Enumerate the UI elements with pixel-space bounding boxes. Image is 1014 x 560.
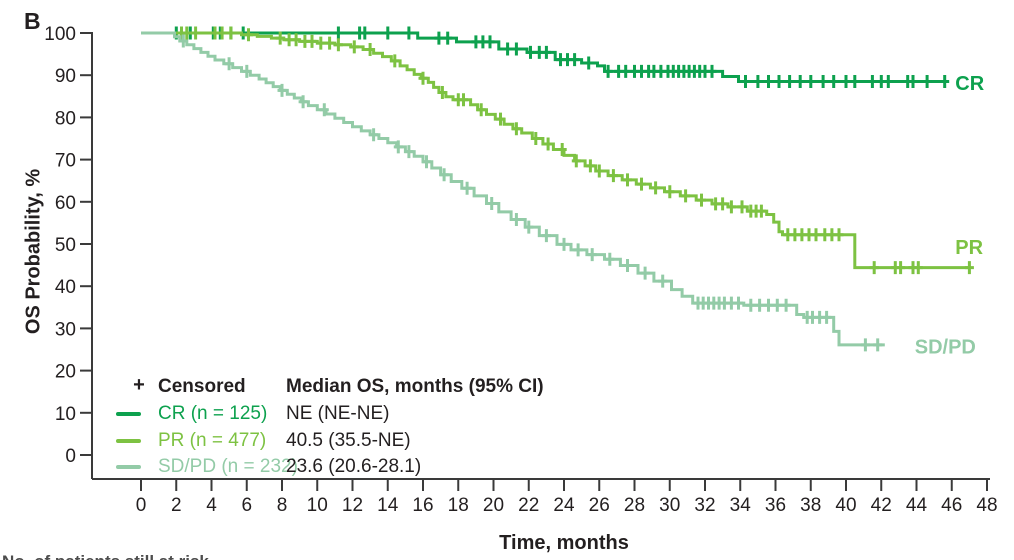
- y-tick-label: 0: [65, 446, 76, 467]
- x-tick-label: 4: [206, 495, 217, 516]
- x-tick-label: 38: [800, 495, 821, 516]
- x-tick-label: 36: [765, 495, 786, 516]
- km-curve-pr: [141, 31, 970, 270]
- curve-label-cr: CR: [955, 73, 984, 95]
- legend-swatch-cr: [116, 412, 141, 416]
- x-tick-label: 14: [377, 495, 399, 516]
- censor-marks-sdpd: [178, 34, 883, 352]
- y-tick-label: 10: [55, 404, 76, 425]
- x-tick-label: 40: [835, 495, 856, 516]
- censor-marks-pr: [177, 26, 974, 275]
- y-tick-label: 20: [55, 362, 76, 383]
- x-axis-title: Time, months: [499, 532, 629, 554]
- legend-label-cr: CR (n = 125): [158, 403, 268, 424]
- x-tick-label: 48: [976, 495, 997, 516]
- legend-swatch-pr: [116, 439, 141, 443]
- y-tick-label: 30: [55, 319, 76, 340]
- clipped-footnote: No. of patients still at risk: [2, 552, 209, 560]
- x-tick-label: 26: [589, 495, 610, 516]
- x-tick-label: 42: [871, 495, 892, 516]
- x-tick-label: 10: [307, 495, 328, 516]
- x-tick-label: 30: [659, 495, 680, 516]
- legend-label-sdpd: SD/PD (n = 232): [158, 456, 298, 477]
- km-curve-cr: [141, 31, 945, 83]
- x-tick-label: 16: [412, 495, 433, 516]
- x-tick-label: 0: [136, 495, 147, 516]
- panel-label: B: [24, 8, 41, 34]
- legend-label-pr: PR (n = 477): [158, 430, 267, 451]
- legend-swatch-sdpd: [116, 465, 141, 469]
- y-tick-label: 40: [55, 277, 76, 298]
- x-tick-label: 20: [483, 495, 504, 516]
- legend-value-pr: 40.5 (35.5-NE): [286, 430, 411, 451]
- x-tick-label: 34: [730, 495, 752, 516]
- x-tick-label: 12: [342, 495, 363, 516]
- km-curve-sdpd: [141, 31, 885, 347]
- x-tick-label: 32: [694, 495, 715, 516]
- y-tick-label: 50: [55, 235, 76, 256]
- y-tick-label: 60: [55, 193, 76, 214]
- y-tick-label: 80: [55, 108, 76, 129]
- y-axis-title: OS Probability, %: [22, 168, 45, 335]
- y-tick-label: 100: [44, 24, 76, 45]
- x-tick-label: 8: [277, 495, 288, 516]
- x-tick-label: 6: [241, 495, 252, 516]
- x-tick-label: 22: [518, 495, 539, 516]
- x-tick-label: 24: [553, 495, 575, 516]
- curve-label-pr: PR: [955, 237, 983, 259]
- y-tick-label: 90: [55, 66, 76, 87]
- legend-value-sdpd: 23.6 (20.6-28.1): [286, 456, 422, 477]
- curve-label-sdpd: SD/PD: [915, 337, 976, 359]
- y-tick-label: 70: [55, 151, 76, 172]
- x-tick-label: 2: [171, 495, 182, 516]
- legend-value-cr: NE (NE-NE): [286, 403, 390, 424]
- legend-median-header: Median OS, months (95% CI): [286, 376, 544, 397]
- x-tick-label: 28: [624, 495, 645, 516]
- legend-censored-label: Censored: [158, 376, 246, 397]
- x-tick-label: 44: [906, 495, 928, 516]
- x-tick-label: 18: [448, 495, 469, 516]
- x-tick-label: 46: [941, 495, 962, 516]
- censored-plus-icon: +: [133, 374, 145, 396]
